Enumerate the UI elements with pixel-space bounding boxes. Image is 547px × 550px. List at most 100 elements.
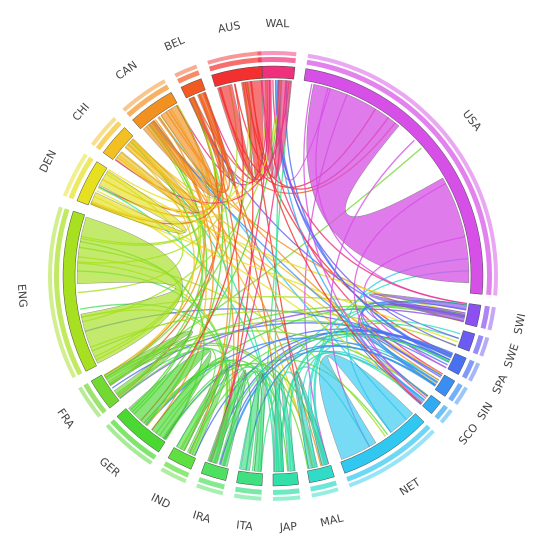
node-arc [236, 470, 263, 486]
node-ring [273, 495, 301, 501]
node-ring [233, 493, 262, 501]
node-label: SIN [475, 400, 496, 423]
node-arc [447, 353, 467, 375]
node-arc [211, 66, 263, 87]
ribbon [260, 79, 293, 179]
chord [103, 146, 195, 376]
node-ring [126, 84, 170, 117]
node-ring [310, 480, 338, 492]
node-ring [346, 424, 431, 482]
node-ring [160, 467, 187, 484]
node-label: SWI [511, 312, 528, 335]
chord [105, 116, 206, 379]
ribbon [207, 369, 247, 467]
ribbon [306, 83, 470, 284]
chords [76, 79, 470, 473]
chord [360, 300, 467, 386]
node-label: JAP [278, 520, 297, 534]
node-ring [439, 409, 453, 424]
node-label: SCO [456, 421, 481, 448]
node-ring [434, 404, 448, 420]
node-arc [62, 210, 97, 372]
node-arc [272, 472, 299, 487]
node-label: CHI [70, 100, 92, 123]
node-arc [102, 127, 134, 160]
node-ring [90, 116, 117, 147]
ribbon [115, 138, 200, 214]
node-label: IRA [191, 508, 212, 526]
node-ring [257, 51, 297, 57]
node-ring [110, 419, 157, 460]
node-arc [180, 78, 206, 99]
node-ring [62, 153, 88, 197]
node-ring [163, 461, 190, 478]
node-arc [132, 91, 178, 130]
node-label: NET [397, 475, 423, 498]
ribbon [369, 293, 468, 323]
node-ring [198, 477, 225, 490]
ribbon [240, 373, 265, 472]
node-arc [258, 65, 296, 80]
node-ring [174, 64, 198, 78]
ribbon [188, 92, 236, 187]
node-label: CAN [113, 58, 140, 82]
node-arc [76, 161, 108, 206]
chord [145, 337, 439, 427]
ribbon [274, 373, 296, 473]
node-label: MAL [319, 511, 345, 529]
node-label: IND [149, 491, 173, 512]
node-ring [479, 336, 490, 357]
node-ring [348, 429, 435, 488]
node-ring [207, 51, 262, 65]
node-label: SWE [501, 342, 521, 370]
chord [303, 83, 423, 404]
node-label: USA [460, 108, 485, 134]
ribbon [90, 170, 187, 234]
node-label: AUS [217, 19, 241, 36]
chord [119, 308, 464, 399]
chord [307, 319, 461, 468]
node-ring [448, 383, 463, 402]
node-ring [461, 359, 475, 379]
chord [143, 359, 289, 472]
ribbon [142, 105, 218, 198]
node-ring [122, 79, 166, 112]
node-label: FRA [54, 406, 77, 431]
ribbon [128, 349, 212, 440]
ribbon [76, 216, 183, 364]
node-ring [234, 486, 262, 495]
ribbon [176, 363, 231, 457]
node-label: BEL [162, 33, 187, 53]
node-ring [487, 306, 496, 331]
node-ring [454, 386, 468, 406]
ribbon [294, 371, 329, 470]
node-label: ITA [236, 518, 254, 533]
node-ring [472, 334, 484, 355]
node-arc [340, 413, 425, 474]
arcs [48, 51, 498, 501]
node-label: SPA [490, 372, 511, 396]
chord [96, 190, 423, 405]
node-ring [480, 305, 490, 329]
node-ring [196, 483, 224, 496]
node-arc [422, 394, 442, 415]
ribbon [217, 80, 264, 181]
chord [285, 80, 450, 363]
node-label: DEN [37, 148, 59, 175]
chord [131, 139, 443, 376]
ribbon [103, 330, 193, 399]
node-ring [68, 156, 94, 200]
node-label: WAL [265, 17, 290, 30]
chord [109, 344, 309, 469]
node-ring [468, 362, 481, 382]
node-ring [54, 208, 83, 376]
node-arc [434, 374, 456, 397]
node-ring [208, 57, 262, 72]
node-arc [116, 408, 166, 453]
node-arc [464, 303, 482, 328]
node-arc [307, 465, 335, 484]
node-ring [311, 487, 339, 498]
node-arc [90, 374, 120, 409]
node-arc [167, 447, 196, 470]
node-ring [176, 70, 200, 84]
